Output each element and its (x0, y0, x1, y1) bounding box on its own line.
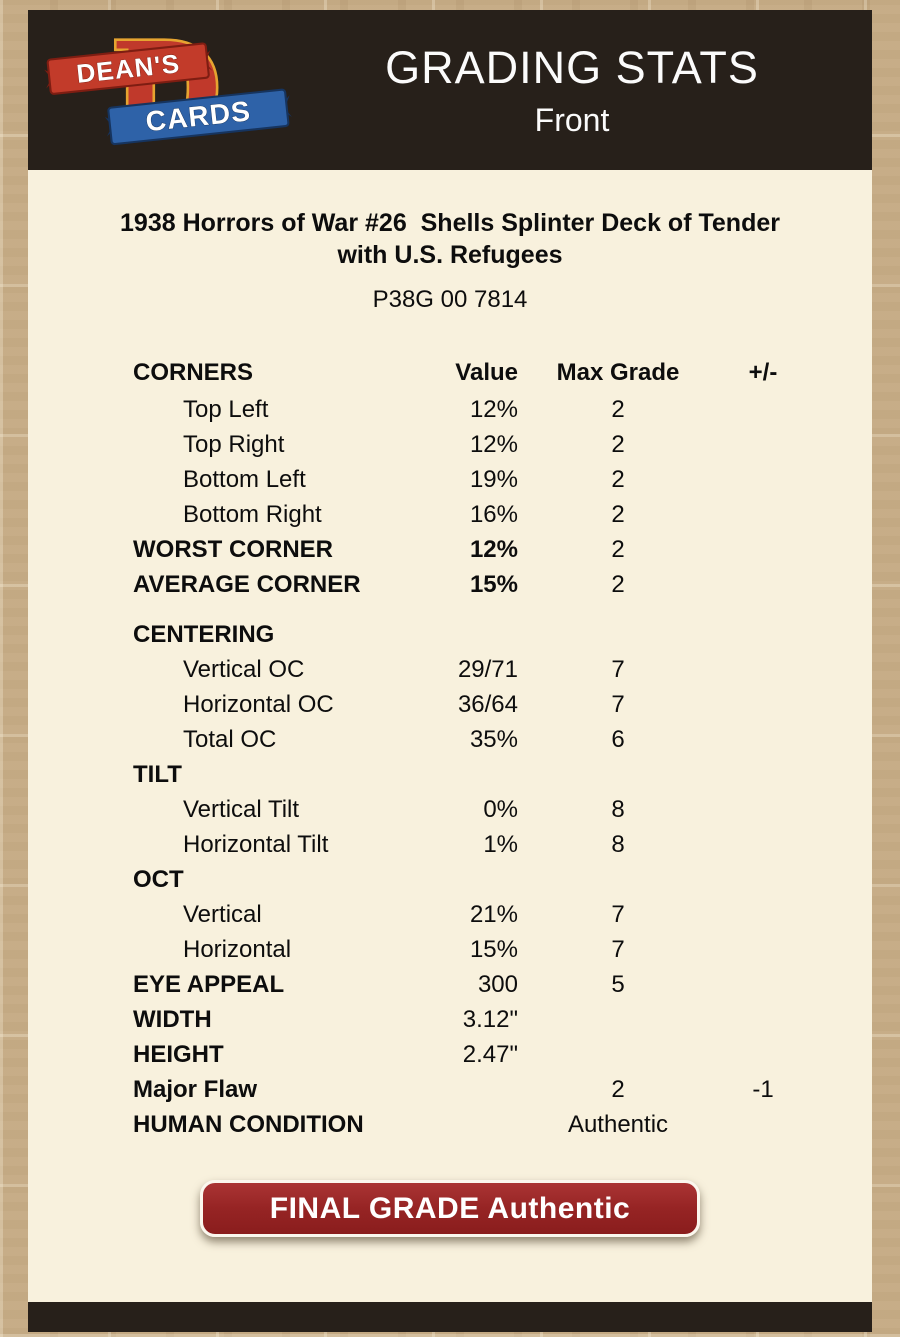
row-label: WORST CORNER (133, 535, 333, 563)
row-label: HEIGHT (133, 1040, 224, 1068)
row-value: 16% (469, 500, 518, 528)
row-value: 12% (469, 430, 518, 458)
row-max-grade: 8 (611, 795, 625, 823)
row-max-grade: 2 (611, 535, 625, 563)
row-label: Top Right (183, 430, 285, 458)
row-label: HUMAN CONDITION (133, 1110, 364, 1138)
column-header-max-grade: Max Grade (556, 359, 680, 386)
row-value: 36/64 (457, 690, 518, 718)
stat-row: Top Right 12% 2 (28, 427, 872, 462)
card-title: 1938 Horrors of War #26 Shells Splinter … (120, 209, 787, 269)
row-label: Vertical (183, 900, 262, 928)
row-label: Bottom Right (183, 500, 322, 528)
row-max-grade: Authentic (567, 1110, 669, 1138)
row-value: 12% (469, 535, 518, 563)
row-max-grade: 6 (611, 725, 625, 753)
row-label: WIDTH (133, 1005, 212, 1033)
stat-row: Vertical Tilt 0% 8 (28, 792, 872, 827)
row-value: 19% (469, 465, 518, 493)
content-panel: 1938 Horrors of War #26 Shells Splinter … (28, 170, 872, 1302)
row-label: Horizontal OC (183, 690, 334, 718)
row-label: AVERAGE CORNER (133, 570, 361, 598)
row-label: Vertical Tilt (183, 795, 300, 823)
footer-bar (28, 1302, 872, 1332)
row-max-grade: 2 (611, 395, 625, 423)
grading-stats-table: CORNERS Value Max Grade +/- Top Left 12% 2… (28, 354, 872, 1142)
header-bar: D DEAN'S CARDS GRADING STATS Fr (28, 10, 872, 170)
stat-row: Total OC 35% 6 (28, 722, 872, 757)
row-value: 12% (469, 395, 518, 423)
row-label: Total OC (183, 725, 277, 753)
stat-row: Bottom Right 16% 2 (28, 497, 872, 532)
row-value: 29/71 (457, 655, 518, 683)
stats-table-body: Top Left 12% 2 Top Right 12% 2 Bottom Left 19% 2… (28, 392, 872, 1142)
row-label: Top Left (183, 395, 269, 423)
section-row: CENTERING (28, 617, 872, 652)
section-row: OCT (28, 862, 872, 897)
row-label: Major Flaw (133, 1075, 258, 1103)
stat-row: Vertical 21% 7 (28, 897, 872, 932)
table-header-row: CORNERS Value Max Grade +/- (28, 354, 872, 392)
row-value: 15% (469, 570, 518, 598)
row-max-grade: 2 (611, 500, 625, 528)
column-header-corners: CORNERS (133, 359, 254, 386)
stat-row: HEIGHT 2.47" (28, 1037, 872, 1072)
section-row: TILT (28, 757, 872, 792)
row-max-grade: 5 (611, 970, 625, 998)
row-max-grade: 7 (611, 935, 625, 963)
stat-row: Top Left 12% 2 (28, 392, 872, 427)
row-value: 35% (469, 725, 518, 753)
report-sheet: D DEAN'S CARDS GRADING STATS Fr (28, 10, 872, 1332)
page-title: GRADING STATS (385, 41, 759, 93)
row-value: 300 (477, 970, 518, 998)
row-label: Horizontal (183, 935, 292, 963)
header-titles: GRADING STATS Front (296, 42, 872, 139)
row-value: 1% (483, 830, 518, 858)
stat-row: WIDTH 3.12" (28, 1002, 872, 1037)
row-max-grade: 2 (611, 1075, 625, 1103)
row-value: 3.12" (462, 1005, 518, 1033)
row-max-grade: 2 (611, 465, 625, 493)
stat-row: Vertical OC 29/71 7 (28, 652, 872, 687)
stat-row: Horizontal OC 36/64 7 (28, 687, 872, 722)
row-label: Horizontal Tilt (183, 830, 329, 858)
stat-row: EYE APPEAL 300 5 (28, 967, 872, 1002)
stat-row: HUMAN CONDITION Authentic (28, 1107, 872, 1142)
stat-row: AVERAGE CORNER 15% 2 (28, 567, 872, 602)
page-subtitle: Front (534, 101, 610, 138)
deans-cards-logo-icon: D DEAN'S CARDS (44, 12, 292, 167)
row-label: OCT (133, 865, 184, 893)
row-value: 15% (469, 935, 518, 963)
row-plus-minus: -1 (752, 1075, 774, 1103)
row-label: EYE APPEAL (133, 970, 285, 998)
row-max-grade: 7 (611, 690, 625, 718)
deans-ribbon: DEAN'S (44, 41, 213, 95)
row-label: Vertical OC (183, 655, 305, 683)
stat-row: Horizontal 15% 7 (28, 932, 872, 967)
stat-row: Bottom Left 19% 2 (28, 462, 872, 497)
column-header-value: Value (455, 359, 518, 386)
deans-cards-logo: D DEAN'S CARDS (28, 12, 296, 167)
row-value: 21% (469, 900, 518, 928)
row-max-grade: 2 (611, 430, 625, 458)
row-value: 2.47" (462, 1040, 518, 1068)
row-label: TILT (133, 760, 182, 788)
stat-row: WORST CORNER 12% 2 (28, 532, 872, 567)
row-max-grade: 2 (611, 570, 625, 598)
column-header-plus-minus: +/- (748, 359, 778, 386)
stat-row: Major Flaw 2 -1 (28, 1072, 872, 1107)
card-serial-number: P38G 00 7814 (372, 286, 528, 313)
row-max-grade: 7 (611, 655, 625, 683)
row-label: CENTERING (133, 620, 275, 648)
row-max-grade: 7 (611, 900, 625, 928)
row-value: 0% (483, 795, 518, 823)
stat-row: Horizontal Tilt 1% 8 (28, 827, 872, 862)
row-max-grade: 8 (611, 830, 625, 858)
final-grade-button[interactable]: FINAL GRADE Authentic (200, 1180, 700, 1237)
row-label: Bottom Left (183, 465, 306, 493)
